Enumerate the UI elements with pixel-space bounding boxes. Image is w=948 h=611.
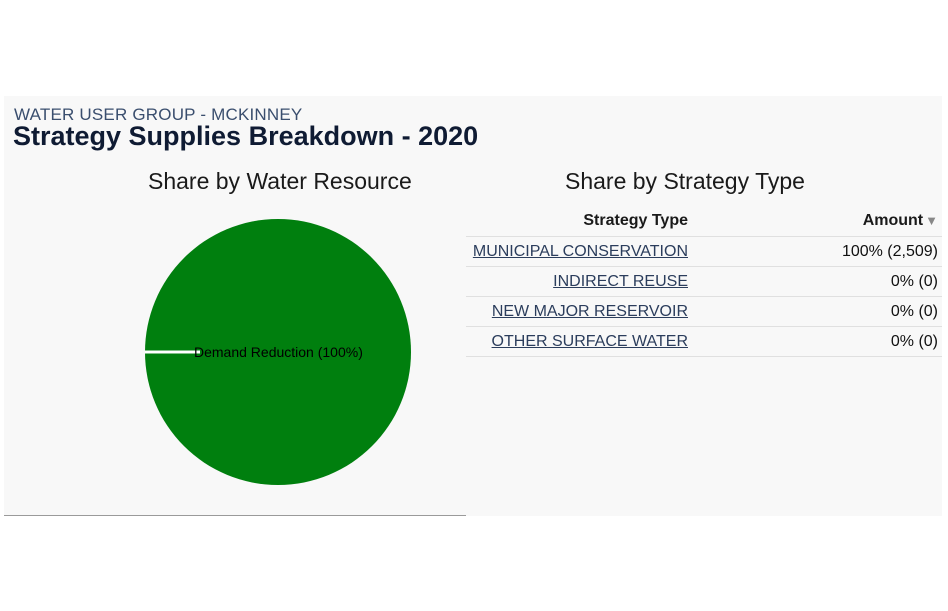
pie-chart-title: Share by Water Resource xyxy=(148,168,412,194)
strategy-type-column-header[interactable]: Strategy Type xyxy=(466,206,692,237)
table-row: OTHER SURFACE WATER 0% (0) xyxy=(466,326,942,357)
strategy-link-other-surface-water[interactable]: OTHER SURFACE WATER xyxy=(491,332,688,350)
strategy-name-cell: INDIRECT REUSE xyxy=(466,266,692,297)
strategy-name-cell: NEW MAJOR RESERVOIR xyxy=(466,296,692,327)
pie-slice-label: Demand Reduction (100%) xyxy=(194,344,363,360)
strategy-type-header-label: Strategy Type xyxy=(583,212,688,229)
strategy-amount-cell: 100% (2,509) xyxy=(692,236,942,267)
strategy-type-table: Strategy Type Amount ▼ MUNICIPAL CONSERVA… xyxy=(466,206,942,357)
strategy-name-cell: MUNICIPAL CONSERVATION xyxy=(466,236,692,267)
divider xyxy=(4,515,466,516)
strategy-amount-cell: 0% (0) xyxy=(692,296,942,327)
strategy-table-title: Share by Strategy Type xyxy=(565,168,805,194)
water-resource-pie-chart: Demand Reduction (100%) xyxy=(145,219,411,485)
table-row: INDIRECT REUSE 0% (0) xyxy=(466,266,942,297)
strategy-link-municipal-conservation[interactable]: MUNICIPAL CONSERVATION xyxy=(472,242,688,260)
strategy-name-cell: OTHER SURFACE WATER xyxy=(466,326,692,357)
amount-header-label: Amount xyxy=(862,212,924,229)
amount-column-header[interactable]: Amount ▼ xyxy=(692,206,942,237)
strategy-amount-cell: 0% (0) xyxy=(692,326,942,357)
strategy-link-new-major-reservoir[interactable]: NEW MAJOR RESERVOIR xyxy=(491,302,688,320)
table-header-row: Strategy Type Amount ▼ xyxy=(466,206,942,237)
table-row: NEW MAJOR RESERVOIR 0% (0) xyxy=(466,296,942,327)
strategy-link-indirect-reuse[interactable]: INDIRECT REUSE xyxy=(553,272,688,290)
sort-descending-icon: ▼ xyxy=(925,213,938,228)
pie-slice[interactable] xyxy=(145,219,411,485)
page-title: Strategy Supplies Breakdown - 2020 xyxy=(13,121,479,151)
strategy-amount-cell: 0% (0) xyxy=(692,266,942,297)
page-subtitle: WATER USER GROUP - MCKINNEY xyxy=(14,105,303,124)
table-row: MUNICIPAL CONSERVATION 100% (2,509) xyxy=(466,236,942,267)
